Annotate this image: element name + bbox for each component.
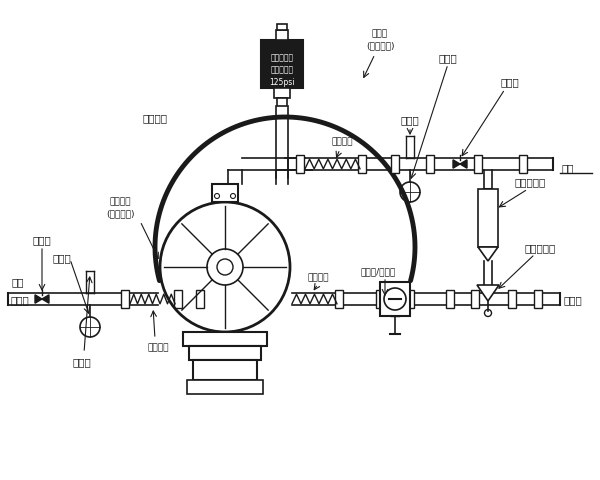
Bar <box>274 89 290 99</box>
Bar <box>335 290 343 308</box>
Bar <box>277 25 287 31</box>
Polygon shape <box>477 286 499 301</box>
Text: 阻尼器，压
力不可超过
125psi: 阻尼器，压 力不可超过 125psi <box>269 53 295 87</box>
Bar <box>471 290 479 308</box>
Polygon shape <box>453 160 460 169</box>
Text: 排水口: 排水口 <box>73 356 91 366</box>
Bar <box>474 156 482 174</box>
Bar <box>508 290 516 308</box>
Polygon shape <box>42 295 49 303</box>
Bar <box>196 290 204 308</box>
Bar <box>261 41 303 89</box>
Bar <box>519 156 527 174</box>
Text: 进气管路: 进气管路 <box>143 113 167 123</box>
Bar <box>406 290 414 308</box>
Text: 过滤器/稳压器: 过滤器/稳压器 <box>361 267 395 276</box>
Text: 吸入口: 吸入口 <box>10 294 29 304</box>
Text: 排放: 排放 <box>562 163 575 173</box>
Text: 气动隔膜泵: 气动隔膜泵 <box>223 352 254 362</box>
Text: 软管连接: 软管连接 <box>331 137 353 146</box>
Text: 压力表: 压力表 <box>439 53 457 63</box>
Text: 进气口: 进气口 <box>563 294 582 304</box>
Bar <box>277 99 287 107</box>
Bar <box>276 31 288 41</box>
Polygon shape <box>35 295 42 303</box>
Bar <box>296 156 304 174</box>
Text: 软管连接: 软管连接 <box>147 343 169 352</box>
Bar <box>376 290 384 308</box>
Bar <box>193 360 257 380</box>
Bar <box>391 156 399 174</box>
Text: 空气截流阀: 空气截流阀 <box>524 242 556 252</box>
Bar <box>534 290 542 308</box>
Text: 排气: 排气 <box>12 276 24 287</box>
Text: 管接头
(式样可选): 管接头 (式样可选) <box>366 30 394 50</box>
Text: 空气干燥机: 空气干燥机 <box>514 177 545 187</box>
Polygon shape <box>460 160 467 169</box>
Bar <box>446 290 454 308</box>
Bar <box>358 156 366 174</box>
Bar <box>478 190 498 248</box>
Bar <box>380 282 410 316</box>
Bar <box>183 332 267 346</box>
Bar <box>174 290 182 308</box>
Circle shape <box>217 260 233 276</box>
Bar <box>212 185 238 203</box>
Bar <box>189 346 261 360</box>
Text: 软管连接: 软管连接 <box>307 273 329 282</box>
Text: 压力表: 压力表 <box>53 252 71 263</box>
Bar <box>121 290 129 308</box>
Text: 管通连接
(式样可选): 管通连接 (式样可选) <box>106 197 134 218</box>
Text: 排水口: 排水口 <box>401 115 419 125</box>
Bar <box>187 380 263 394</box>
Text: 截流阀: 截流阀 <box>500 77 520 87</box>
Bar <box>426 156 434 174</box>
Polygon shape <box>478 248 498 262</box>
Text: 截流阀: 截流阀 <box>32 235 52 244</box>
